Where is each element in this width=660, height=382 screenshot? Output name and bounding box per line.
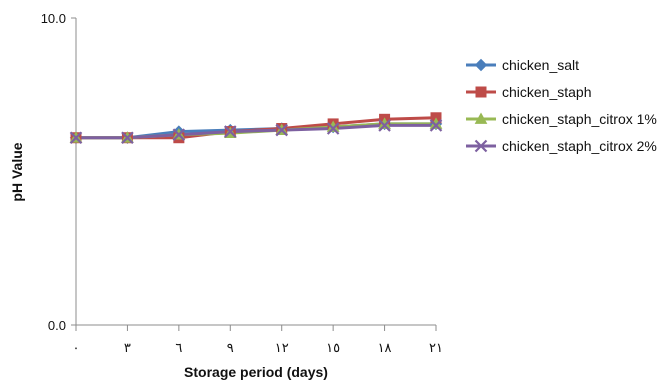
data-point-s4-6 (326, 122, 340, 135)
data-point-s4-4 (224, 125, 237, 138)
y-tick-label: 10.0 (41, 11, 66, 26)
legend-label: chicken_staph_citrox 1% (502, 111, 657, 127)
data-point-s4-7 (378, 119, 391, 132)
legend-item-3: chicken_staph_citrox 1% (466, 111, 657, 127)
x-tick-label: ١٥ (326, 340, 340, 355)
data-point-s4-1 (69, 131, 83, 145)
legend-label: chicken_salt (502, 57, 579, 73)
x-tick-label: ١٢ (275, 340, 289, 355)
legend-marker (474, 139, 488, 153)
x-tick-label: ٢١ (429, 340, 443, 355)
x-axis-title: Storage period (days) (184, 364, 328, 380)
legend-item-2: chicken_staph (466, 84, 592, 100)
y-tick-label: 0.0 (48, 318, 66, 333)
legend-item-4: chicken_staph_citrox 2% (466, 138, 657, 154)
legend-marker (475, 86, 487, 98)
legend-item-1: chicken_salt (466, 57, 579, 73)
legend-label: chicken_staph_citrox 2% (502, 138, 657, 154)
legend-label: chicken_staph (502, 84, 592, 100)
legend-marker (474, 112, 488, 124)
legend: chicken_salt chicken_staph chicken_staph_c… (466, 57, 657, 154)
series-markers (69, 112, 443, 145)
data-point-s4-5 (275, 123, 288, 137)
y-axis-title: pH Value (9, 142, 25, 201)
series-line-4 (76, 123, 436, 140)
axes (75, 18, 436, 326)
x-tick-label: ٠ (73, 340, 80, 355)
data-point-s4-2 (121, 131, 134, 145)
x-tick-label: ١٨ (378, 340, 392, 355)
y-ticks: 0.0 10.0 (41, 11, 76, 333)
data-point-s4-3 (172, 128, 186, 141)
x-tick-label: ٩ (227, 340, 234, 355)
x-tick-label: ٣ (124, 340, 131, 355)
legend-marker (474, 58, 488, 72)
data-point-s4-8 (429, 119, 443, 132)
series-lines (76, 116, 437, 140)
x-tick-label: ٦ (175, 340, 182, 355)
x-ticks: ٠ ٣ ٦ ٩ ١٢ ١٥ ١٨ ٢١ (73, 325, 443, 355)
